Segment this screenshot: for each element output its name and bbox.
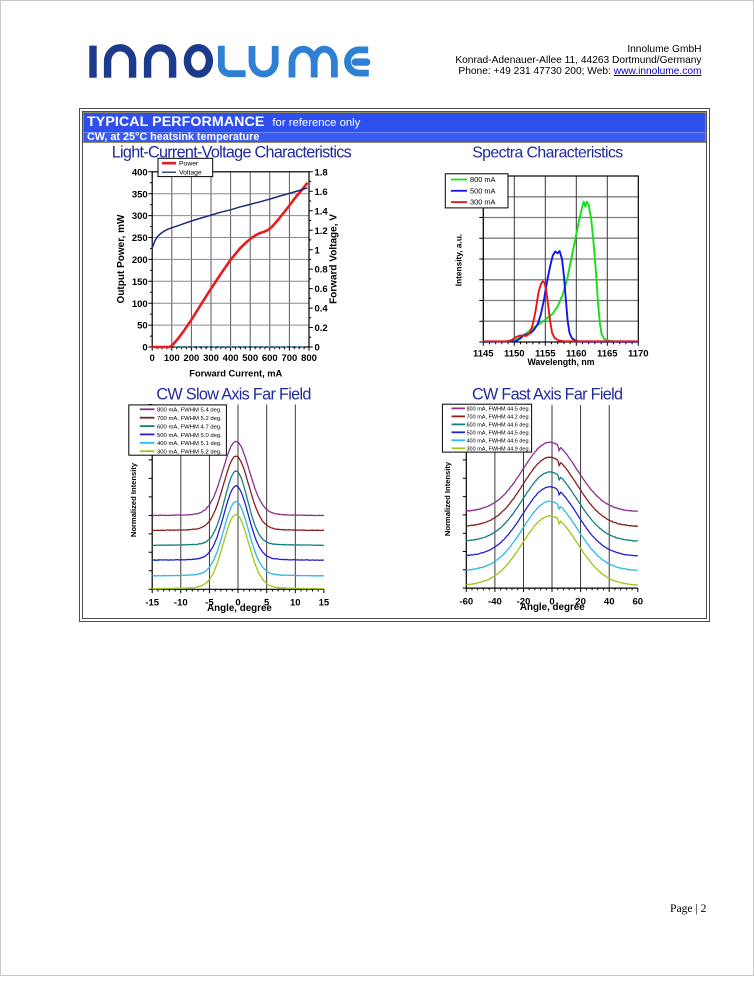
svg-text:300: 300 xyxy=(132,211,148,222)
svg-text:500 mA, FWHM 5.0 deg.: 500 mA, FWHM 5.0 deg. xyxy=(157,433,222,439)
svg-text:400: 400 xyxy=(132,167,148,178)
svg-text:-5: -5 xyxy=(205,598,214,609)
svg-text:500 mA: 500 mA xyxy=(470,186,496,195)
svg-text:Intensity, a.u.: Intensity, a.u. xyxy=(454,234,464,286)
svg-text:0.2: 0.2 xyxy=(315,323,328,334)
svg-text:-10: -10 xyxy=(174,598,188,609)
svg-text:0: 0 xyxy=(315,343,320,354)
svg-text:1.2: 1.2 xyxy=(315,226,328,237)
svg-text:200: 200 xyxy=(183,353,199,364)
svg-text:1165: 1165 xyxy=(597,349,618,360)
svg-text:-15: -15 xyxy=(145,598,159,609)
svg-text:-20: -20 xyxy=(517,597,531,608)
svg-text:800 mA, FWHM 44.5 deg.: 800 mA, FWHM 44.5 deg. xyxy=(467,407,531,413)
svg-text:Voltage: Voltage xyxy=(179,170,202,177)
svg-text:500 mA, FWHM 44.5 deg.: 500 mA, FWHM 44.5 deg. xyxy=(467,431,531,437)
svg-text:600: 600 xyxy=(262,353,278,364)
svg-text:Output Power, mW: Output Power, mW xyxy=(116,214,127,303)
svg-text:Forward Current, mA: Forward Current, mA xyxy=(189,369,282,379)
svg-text:800 mA, FWHM 5.4 deg.: 800 mA, FWHM 5.4 deg. xyxy=(157,408,222,414)
svg-text:600 mA, FWHM 44.6 deg.: 600 mA, FWHM 44.6 deg. xyxy=(467,423,531,429)
svg-text:300: 300 xyxy=(203,353,219,364)
svg-text:100: 100 xyxy=(132,299,148,310)
svg-text:20: 20 xyxy=(575,597,586,608)
svg-text:500: 500 xyxy=(242,353,258,364)
svg-text:CW Fast Axis Far Field: CW Fast Axis Far Field xyxy=(472,386,623,404)
svg-text:0: 0 xyxy=(150,353,155,364)
svg-text:1.6: 1.6 xyxy=(315,187,328,198)
svg-text:5: 5 xyxy=(264,598,270,609)
svg-text:Angle, degree: Angle, degree xyxy=(207,603,272,614)
svg-text:1145: 1145 xyxy=(473,349,494,360)
svg-text:300 mA: 300 mA xyxy=(470,198,496,207)
svg-text:150: 150 xyxy=(132,277,148,288)
svg-text:400 mA, FWHM 5.1 deg.: 400 mA, FWHM 5.1 deg. xyxy=(157,441,222,447)
svg-text:10: 10 xyxy=(290,598,301,609)
svg-text:Wavelength, nm: Wavelength, nm xyxy=(527,357,594,367)
svg-text:1160: 1160 xyxy=(566,349,587,360)
svg-text:Power: Power xyxy=(179,161,199,168)
svg-text:700: 700 xyxy=(281,353,297,364)
svg-text:250: 250 xyxy=(132,233,148,244)
svg-text:-40: -40 xyxy=(488,597,502,608)
svg-text:700 mA, FWHM 44.2 deg.: 700 mA, FWHM 44.2 deg. xyxy=(467,415,531,421)
svg-text:100: 100 xyxy=(164,353,180,364)
svg-text:Forward Voltage, V: Forward Voltage, V xyxy=(329,214,340,304)
svg-text:600 mA, FWHM 4.7 deg.: 600 mA, FWHM 4.7 deg. xyxy=(157,425,222,431)
svg-text:700 mA, FWHM 5.2 deg.: 700 mA, FWHM 5.2 deg. xyxy=(157,416,222,422)
svg-text:1.4: 1.4 xyxy=(315,206,329,217)
svg-text:800 mA: 800 mA xyxy=(470,175,496,184)
svg-text:-60: -60 xyxy=(459,597,473,608)
svg-text:1155: 1155 xyxy=(535,349,556,360)
svg-text:40: 40 xyxy=(604,597,615,608)
svg-text:0.8: 0.8 xyxy=(315,265,328,276)
svg-text:300 mA, FWHM 5.2 deg.: 300 mA, FWHM 5.2 deg. xyxy=(157,450,222,456)
svg-text:350: 350 xyxy=(132,189,148,200)
svg-text:800: 800 xyxy=(301,353,317,364)
svg-text:0: 0 xyxy=(142,343,147,354)
svg-text:400 mA, FWHM 44.6 deg.: 400 mA, FWHM 44.6 deg. xyxy=(467,439,531,445)
svg-text:0.6: 0.6 xyxy=(315,284,328,295)
svg-text:0.4: 0.4 xyxy=(315,304,329,315)
svg-text:Light-Current-Voltage Characte: Light-Current-Voltage Characteristics xyxy=(112,144,352,162)
svg-text:60: 60 xyxy=(633,597,644,608)
svg-text:0: 0 xyxy=(235,598,240,609)
svg-text:15: 15 xyxy=(319,598,330,609)
svg-text:Angle, degree: Angle, degree xyxy=(520,602,585,613)
svg-text:300 mA, FWHM 44.9 deg.: 300 mA, FWHM 44.9 deg. xyxy=(467,447,531,453)
svg-text:CW Slow Axis Far Field: CW Slow Axis Far Field xyxy=(156,386,311,404)
svg-text:Normalized Intensity: Normalized Intensity xyxy=(129,462,138,537)
svg-text:200: 200 xyxy=(132,255,148,266)
svg-text:0: 0 xyxy=(549,597,554,608)
svg-text:400: 400 xyxy=(223,353,239,364)
svg-text:1150: 1150 xyxy=(504,349,525,360)
svg-text:1: 1 xyxy=(315,245,321,256)
svg-text:Spectra Characteristics: Spectra Characteristics xyxy=(472,145,623,162)
svg-text:Normalized Intensity: Normalized Intensity xyxy=(443,461,452,536)
svg-text:50: 50 xyxy=(137,321,148,332)
svg-text:1170: 1170 xyxy=(628,349,649,360)
svg-text:1.8: 1.8 xyxy=(315,167,328,178)
